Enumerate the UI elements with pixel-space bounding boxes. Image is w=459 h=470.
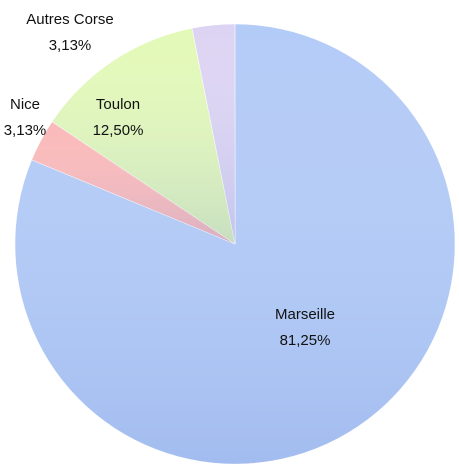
value-label: 3,13% [49,37,92,54]
value-label: 81,25% [280,332,331,349]
slice-label: Marseille [275,306,335,323]
slice-label: Nice [10,96,40,113]
slice-label: Autres Corse [26,11,114,28]
slice-label: Toulon [96,96,140,113]
value-label: 12,50% [93,122,144,139]
value-label: 3,13% [4,122,47,139]
